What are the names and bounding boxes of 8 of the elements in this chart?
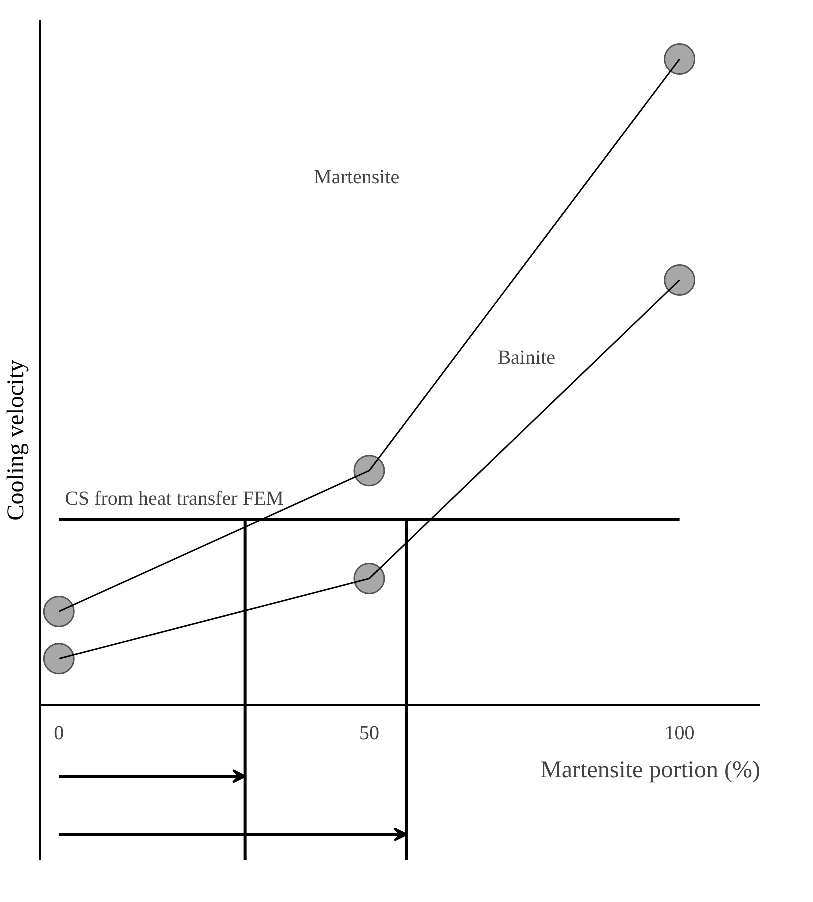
ref-line-label: CS from heat transfer FEM [65,488,284,510]
x-tick-label: 0 [54,722,64,744]
y-axis-title: Cooling velocity [4,360,30,521]
annotation: Bainite [498,347,556,370]
annotation: Martensite [314,166,400,188]
x-axis-title: Martensite portion (%) [540,757,760,784]
x-tick-label: 50 [359,722,380,744]
x-tick-label: 100 [664,722,695,744]
